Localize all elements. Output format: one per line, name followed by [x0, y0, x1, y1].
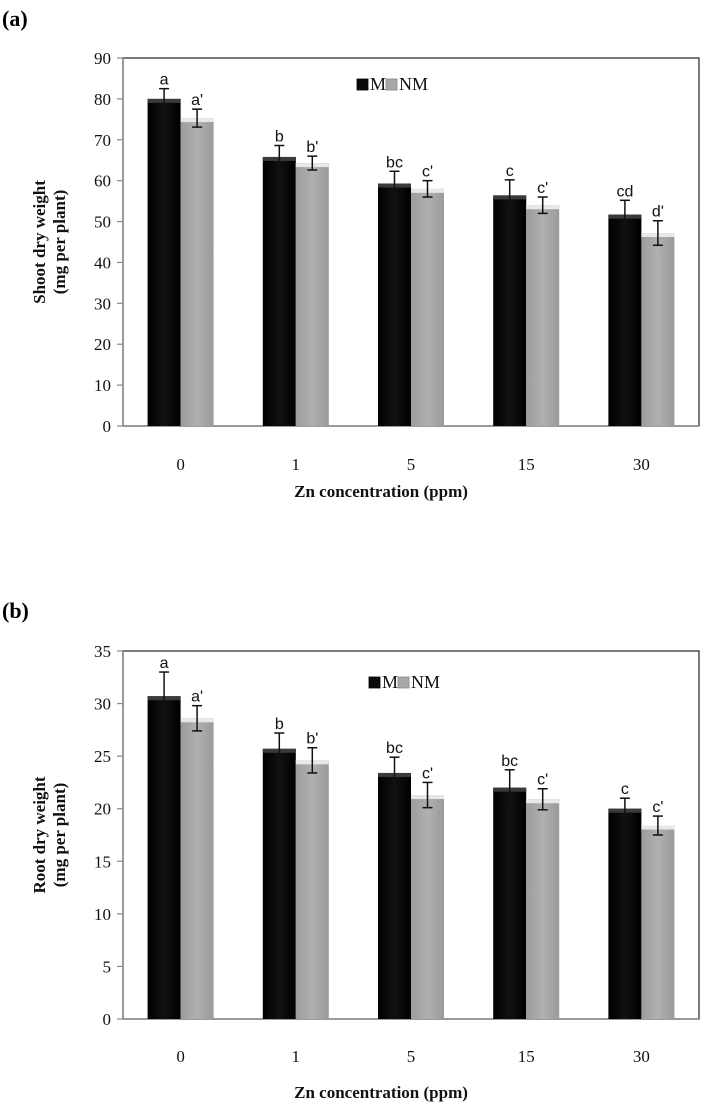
y-tick-label: 0	[103, 1010, 112, 1029]
significance-label: c'	[422, 164, 433, 181]
bar-nm	[295, 760, 329, 1019]
y-tick-label: 10	[94, 905, 111, 924]
y-axis-title: Shoot dry weight(mg per plant)	[30, 180, 69, 304]
significance-label: c	[506, 163, 514, 180]
x-axis-title: Zn concentration (ppm)	[294, 482, 468, 501]
y-axis-title: Root dry weight(mg per plant)	[30, 776, 69, 893]
y-axis-title-line: Shoot dry weight	[30, 180, 49, 304]
significance-label: a	[160, 72, 169, 89]
legend-label-nm: NM	[411, 672, 440, 692]
bar-m	[493, 787, 527, 1019]
panel-label: (a)	[2, 6, 28, 31]
significance-label: bc	[386, 740, 403, 757]
bar-m	[378, 772, 411, 1019]
bar-nm	[180, 118, 214, 427]
significance-label: c	[621, 781, 629, 798]
legend-label-m: M	[382, 672, 398, 692]
bar-nm	[526, 205, 560, 426]
y-tick-label: 30	[94, 294, 111, 313]
bar-nm	[180, 718, 214, 1019]
significance-label: a'	[191, 92, 203, 109]
legend-swatch-m	[368, 676, 381, 689]
x-tick-label: 0	[176, 455, 185, 474]
significance-label: b	[275, 129, 284, 146]
significance-label: c'	[537, 772, 548, 789]
legend-swatch-m	[356, 78, 369, 91]
legend-label-m: M	[370, 74, 386, 94]
y-tick-label: 25	[94, 747, 111, 766]
bar-m	[378, 183, 411, 426]
bar-nm	[526, 799, 560, 1019]
significance-label: bc	[501, 753, 518, 770]
x-tick-label: 30	[633, 1047, 650, 1066]
significance-label: a'	[191, 689, 203, 706]
bar-m	[147, 98, 181, 426]
significance-label: a	[160, 655, 169, 672]
x-axis-title: Zn concentration (ppm)	[294, 1083, 468, 1102]
legend-swatch-nm	[397, 676, 410, 689]
bar-m	[262, 748, 296, 1019]
y-tick-label: 30	[94, 695, 111, 714]
y-tick-label: 40	[94, 253, 111, 272]
significance-label: c'	[652, 799, 663, 816]
panel-label: (b)	[2, 598, 29, 623]
y-tick-label: 60	[94, 172, 111, 191]
y-tick-label: 50	[94, 213, 111, 232]
y-axis-title-line: (mg per plant)	[50, 190, 69, 295]
y-tick-label: 15	[94, 852, 111, 871]
y-tick-label: 70	[94, 131, 111, 150]
bar-m	[493, 195, 527, 426]
significance-label: cd	[616, 183, 633, 200]
bar-nm	[641, 825, 675, 1019]
y-tick-label: 90	[94, 49, 111, 68]
legend-swatch-nm	[385, 78, 398, 91]
y-tick-label: 20	[94, 335, 111, 354]
bar-nm	[295, 163, 329, 426]
y-tick-label: 80	[94, 90, 111, 109]
significance-label: b'	[306, 731, 318, 748]
x-tick-label: 15	[518, 1047, 535, 1066]
bar-m	[262, 156, 296, 426]
significance-label: b	[275, 716, 284, 733]
x-tick-label: 1	[292, 1047, 301, 1066]
y-tick-label: 5	[103, 957, 112, 976]
significance-label: c'	[537, 180, 548, 197]
bar-m	[608, 214, 642, 426]
x-tick-label: 5	[407, 1047, 416, 1066]
x-tick-label: 15	[518, 455, 535, 474]
y-axis-title-line: (mg per plant)	[50, 783, 69, 888]
y-tick-label: 0	[103, 417, 112, 436]
significance-label: bc	[386, 154, 403, 171]
significance-label: d'	[652, 204, 664, 221]
bar-m	[608, 808, 642, 1019]
x-tick-label: 0	[176, 1047, 185, 1066]
significance-label: b'	[306, 139, 318, 156]
y-axis-title-line: Root dry weight	[30, 776, 49, 893]
y-tick-label: 10	[94, 376, 111, 395]
x-tick-label: 1	[292, 455, 301, 474]
x-tick-label: 5	[407, 455, 416, 474]
significance-label: c'	[422, 765, 433, 782]
y-tick-label: 35	[94, 642, 111, 661]
bar-m	[147, 696, 181, 1019]
legend-label-nm: NM	[399, 74, 428, 94]
y-tick-label: 20	[94, 800, 111, 819]
bar-nm	[411, 188, 444, 426]
bar-nm	[641, 233, 675, 426]
x-tick-label: 30	[633, 455, 650, 474]
bar-nm	[411, 795, 444, 1019]
